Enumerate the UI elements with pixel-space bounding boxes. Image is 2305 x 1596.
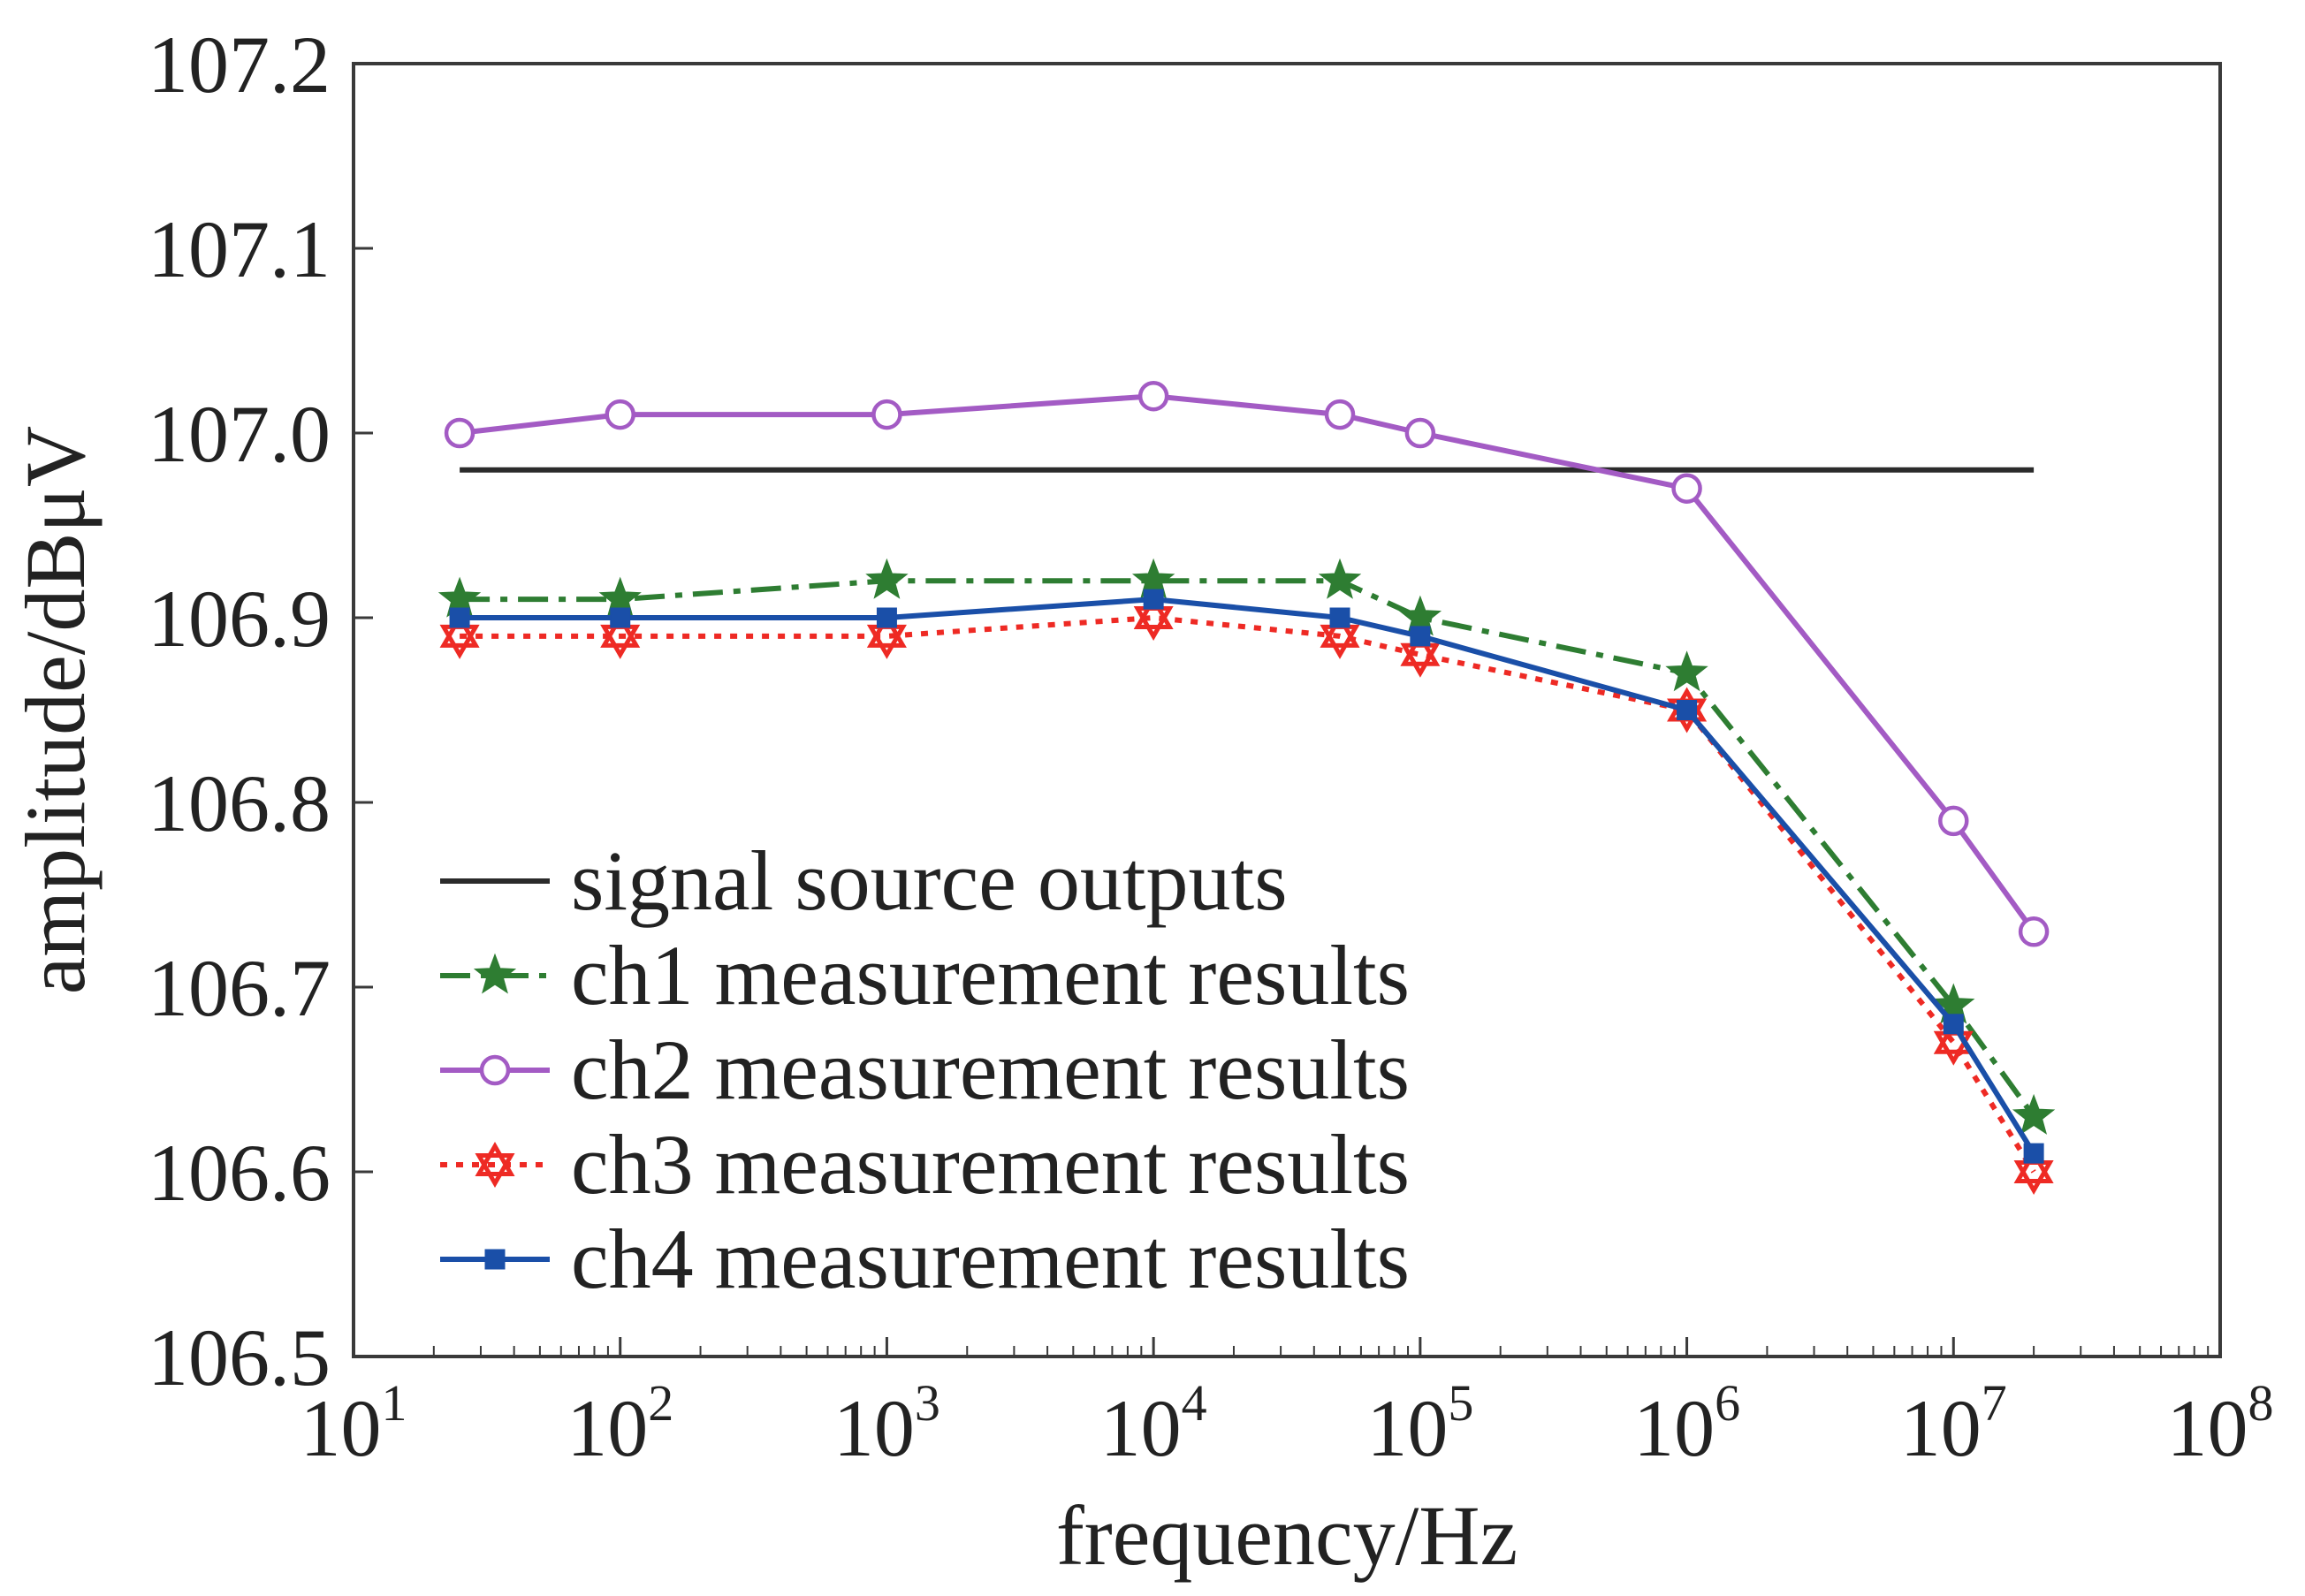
square-marker — [1677, 700, 1698, 720]
y-tick-label: 106.6 — [148, 1128, 331, 1218]
square-marker — [1329, 607, 1350, 628]
x-tick-base: 10 — [1900, 1383, 1982, 1473]
circle-marker — [1137, 380, 1169, 412]
series-ch2 — [444, 380, 2050, 947]
x-tick-label: 106 — [1633, 1374, 1740, 1473]
circle-marker — [444, 417, 475, 449]
series-line — [460, 615, 2036, 1174]
circle-marker — [605, 399, 635, 430]
square-marker — [610, 607, 631, 628]
x-tick-exponent: 1 — [382, 1374, 407, 1432]
square-marker — [484, 1249, 506, 1270]
x-tick-base: 10 — [833, 1383, 915, 1473]
x-tick-label: 103 — [833, 1374, 940, 1473]
square-marker — [449, 607, 470, 628]
y-tick-label: 106.9 — [148, 574, 331, 664]
legend-label: ch3 measurement results — [571, 1117, 1410, 1212]
hexagram-up-triangle — [600, 612, 641, 648]
series-ch4 — [449, 589, 2044, 1164]
star-marker — [1665, 650, 1708, 692]
x-tick-base: 10 — [2167, 1383, 2248, 1473]
star-marker — [865, 558, 909, 599]
hexagram-up-triangle — [866, 612, 907, 648]
circle-marker — [1404, 417, 1436, 449]
circle-marker — [479, 1054, 511, 1086]
square-marker — [1143, 589, 1164, 610]
x-tick-base: 10 — [300, 1383, 382, 1473]
circle-marker — [1324, 399, 1356, 430]
legend-item: ch1 measurement results — [440, 928, 1410, 1022]
circle-marker — [871, 399, 902, 430]
y-tick-label: 106.8 — [148, 758, 331, 848]
legend-label: ch4 measurement results — [571, 1212, 1410, 1306]
x-tick-exponent: 5 — [1448, 1374, 1473, 1432]
series-layer — [437, 380, 2056, 1195]
circle-marker — [1671, 473, 1702, 504]
x-tick-label: 108 — [2167, 1374, 2274, 1473]
legend-item: ch3 measurement results — [440, 1117, 1410, 1212]
x-tick-exponent: 3 — [915, 1374, 940, 1432]
legend-label: signal source outputs — [571, 833, 1288, 928]
legend-item: ch2 measurement results — [440, 1022, 1410, 1117]
hexagram-up-triangle — [1133, 594, 1174, 629]
square-marker — [876, 607, 897, 628]
x-tick-exponent: 7 — [1982, 1374, 2007, 1432]
y-axis-label: amplitude/dBμV — [8, 426, 103, 994]
x-tick-label: 107 — [1900, 1374, 2007, 1473]
x-tick-base: 10 — [1633, 1383, 1715, 1473]
series-ch1 — [437, 558, 2056, 1135]
y-tick-label: 106.7 — [148, 943, 331, 1033]
x-tick-base: 10 — [1100, 1383, 1182, 1473]
x-tick-label: 105 — [1366, 1374, 1473, 1473]
hexagram-up-triangle — [439, 612, 480, 648]
y-tick-label: 107.0 — [148, 389, 331, 479]
y-tick-label: 107.2 — [148, 19, 331, 110]
legend-label: ch2 measurement results — [571, 1022, 1410, 1117]
x-tick-exponent: 4 — [1182, 1374, 1207, 1432]
x-tick-label: 104 — [1100, 1374, 1207, 1473]
star-marker — [473, 953, 517, 994]
hexagram-marker — [475, 1142, 515, 1188]
square-marker — [1410, 626, 1431, 647]
x-tick-label: 102 — [567, 1374, 673, 1473]
hexagram-up-triangle — [1320, 612, 1360, 648]
x-tick-base: 10 — [1366, 1383, 1448, 1473]
plot-frame — [352, 62, 2222, 1358]
x-tick-exponent: 2 — [648, 1374, 673, 1432]
x-axis-ticks: 101 102 103 104 105 106 107 108 — [300, 1337, 2274, 1473]
hexagram-up-triangle — [2013, 1149, 2054, 1183]
y-tick-label: 106.5 — [148, 1312, 331, 1402]
y-tick-label: 107.1 — [148, 204, 331, 294]
x-tick-exponent: 6 — [1715, 1374, 1740, 1432]
hexagram-down-triangle — [475, 1153, 515, 1188]
legend-label: ch1 measurement results — [571, 928, 1410, 1022]
legend-item: ch4 measurement results — [440, 1212, 1410, 1306]
hexagram-up-triangle — [475, 1142, 515, 1176]
star-marker — [2012, 1093, 2056, 1135]
star-marker — [1318, 558, 1362, 599]
x-axis-label: frequency/Hz — [1056, 1488, 1518, 1583]
circle-marker — [2018, 916, 2050, 947]
hexagram-up-triangle — [1400, 631, 1441, 666]
x-tick-label: 101 — [300, 1374, 407, 1473]
square-marker — [2023, 1143, 2044, 1164]
legend-item: signal source outputs — [440, 833, 1288, 928]
y-axis-ticks: 106.5 106.6 106.7 106.8 106.9 107.0 107.1 107.2 — [148, 19, 373, 1402]
circle-marker — [1938, 805, 1969, 837]
x-tick-exponent: 8 — [2248, 1374, 2274, 1432]
square-marker — [1943, 1014, 1964, 1035]
x-tick-base: 10 — [567, 1383, 648, 1473]
